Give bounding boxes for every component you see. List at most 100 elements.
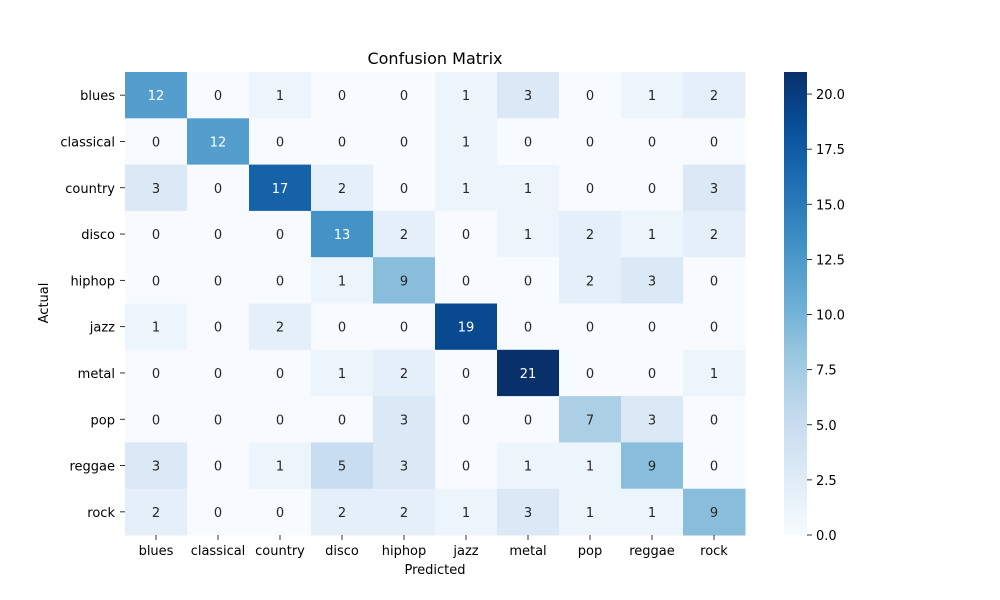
- cell-value-label: 0: [462, 367, 470, 382]
- y-tick-label: pop: [91, 413, 115, 428]
- cell-value-label: 0: [648, 367, 656, 382]
- cell-value-label: 2: [338, 506, 346, 521]
- heatmap-cell: [497, 118, 560, 166]
- cell-value-label: 3: [400, 413, 408, 428]
- heatmap-cell: [249, 118, 312, 166]
- heatmap-cell: [187, 349, 250, 397]
- cell-value-label: 0: [400, 89, 408, 104]
- heatmap-cell: [373, 349, 436, 397]
- cell-value-label: 1: [586, 460, 594, 475]
- heatmap-cell: [621, 257, 684, 304]
- cell-value-label: 0: [338, 89, 346, 104]
- heatmap-cell: [621, 349, 684, 397]
- cell-value-label: 19: [458, 321, 475, 336]
- cell-value-label: 9: [710, 506, 718, 521]
- x-tick-label: pop: [578, 544, 602, 559]
- heatmap-cell: [311, 257, 374, 304]
- cell-value-label: 0: [710, 413, 718, 428]
- heatmap-cell: [559, 118, 622, 166]
- heatmap-cell: [249, 210, 312, 258]
- cell-value-label: 3: [400, 460, 408, 475]
- heatmap-cell: [683, 210, 746, 258]
- cell-value-label: 0: [710, 460, 718, 475]
- heatmap-cell: [373, 488, 436, 536]
- cell-value-label: 1: [648, 228, 656, 243]
- cell-value-label: 7: [586, 413, 594, 428]
- heatmap-cell: [559, 164, 622, 212]
- cell-value-label: 1: [524, 182, 532, 197]
- cell-value-label: 0: [214, 228, 222, 243]
- heatmap-cell: [621, 442, 684, 490]
- heatmap-cell: [373, 257, 436, 304]
- cell-value-label: 0: [710, 135, 718, 150]
- x-tick-label: metal: [509, 544, 546, 559]
- x-tick-label: rock: [700, 544, 728, 559]
- cell-value-label: 0: [276, 228, 284, 243]
- cell-value-label: 0: [276, 506, 284, 521]
- heatmap-cell: [125, 257, 188, 304]
- cell-value-label: 17: [272, 182, 289, 197]
- cell-value-label: 5: [338, 460, 346, 475]
- y-tick-label: blues: [80, 89, 115, 104]
- heatmap-cell: [187, 72, 250, 119]
- x-tick-label: jazz: [452, 544, 478, 559]
- cell-value-label: 0: [462, 460, 470, 475]
- y-tick-label: country: [65, 182, 115, 197]
- heatmap-cell: [497, 349, 560, 397]
- cell-value-label: 0: [214, 89, 222, 104]
- colorbar-tick-label: 2.5: [816, 474, 837, 489]
- cell-value-label: 21: [520, 367, 537, 382]
- cell-value-label: 0: [462, 228, 470, 243]
- cell-value-label: 3: [524, 89, 532, 104]
- heatmap-cell: [683, 72, 746, 119]
- heatmap-cell: [373, 210, 436, 258]
- heatmap-cell: [311, 303, 374, 351]
- heatmap-cell: [311, 396, 374, 443]
- heatmap-cell: [435, 72, 498, 119]
- heatmap-cell: [249, 396, 312, 443]
- heatmap-cell: [311, 118, 374, 166]
- heatmap-cell: [125, 210, 188, 258]
- heatmap-cell: [125, 349, 188, 397]
- heatmap-cell: [187, 118, 250, 166]
- cell-value-label: 0: [276, 274, 284, 289]
- cell-value-label: 0: [586, 367, 594, 382]
- cell-value-label: 1: [524, 460, 532, 475]
- heatmap-cell: [125, 396, 188, 443]
- heatmap-cell: [559, 488, 622, 536]
- cell-value-label: 0: [152, 135, 160, 150]
- heatmap-cell: [683, 303, 746, 351]
- colorbar-tick-label: 5.0: [816, 419, 837, 434]
- heatmap-cells: 12 0 1 0 0 1 3 0 1 20 12 0 0 0 1 0 0 0 03 0 17 2 0 1 1 0 0 30 0 0 13 2 0…: [125, 72, 746, 536]
- cell-value-label: 0: [152, 274, 160, 289]
- y-tick-label: reggae: [69, 460, 115, 475]
- cell-value-label: 1: [462, 506, 470, 521]
- heatmap-cell: [187, 210, 250, 258]
- y-axis-label: Actual: [37, 283, 52, 324]
- colorbar: [784, 72, 807, 535]
- heatmap-cell: [187, 396, 250, 443]
- heatmap-cell: [311, 442, 374, 490]
- colorbar-tick-label: 12.5: [816, 253, 845, 268]
- heatmap-cell: [435, 164, 498, 212]
- cell-value-label: 0: [648, 135, 656, 150]
- cell-value-label: 0: [586, 182, 594, 197]
- heatmap-cell: [311, 164, 374, 212]
- cell-value-label: 1: [276, 89, 284, 104]
- cell-value-label: 0: [276, 135, 284, 150]
- heatmap-cell: [559, 349, 622, 397]
- heatmap-cell: [497, 257, 560, 304]
- heatmap-cell: [125, 488, 188, 536]
- heatmap-cell: [187, 257, 250, 304]
- cell-value-label: 1: [462, 182, 470, 197]
- heatmap-cell: [187, 488, 250, 536]
- heatmap-cell: [311, 349, 374, 397]
- cell-value-label: 0: [524, 135, 532, 150]
- cell-value-label: 2: [152, 506, 160, 521]
- heatmap-cell: [559, 72, 622, 119]
- heatmap-cell: [497, 442, 560, 490]
- cell-value-label: 1: [648, 89, 656, 104]
- cell-value-label: 0: [276, 413, 284, 428]
- heatmap-cell: [497, 210, 560, 258]
- cell-value-label: 12: [148, 89, 165, 104]
